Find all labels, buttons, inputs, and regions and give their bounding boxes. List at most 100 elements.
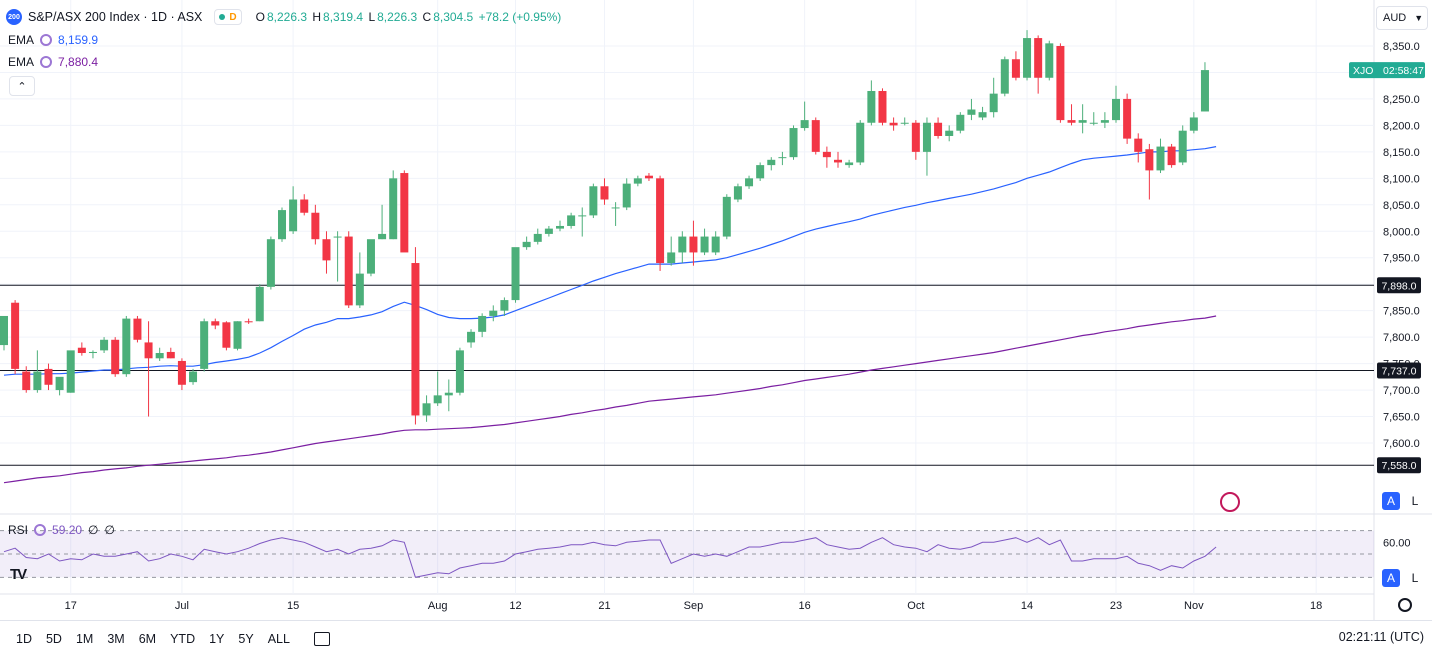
ema1-settings-icon[interactable] — [40, 34, 53, 46]
candle — [55, 376, 64, 396]
ema2-label: EMA — [8, 55, 35, 69]
symbol-title[interactable]: S&P/ASX 200 Index · 1D · ASX — [28, 10, 203, 24]
candle-body — [789, 128, 798, 158]
ema1-label: EMA — [8, 33, 35, 47]
candle — [333, 231, 342, 282]
timeframe-button-ytd[interactable]: YTD — [170, 631, 196, 646]
low-label: L — [368, 10, 376, 24]
ema1-row[interactable]: EMA 8,159.9 — [8, 33, 98, 47]
candle-body — [1000, 59, 1009, 94]
timeframe-button-6m[interactable]: 6M — [138, 631, 157, 646]
rsi-axis-tick: 60.00 — [1383, 537, 1411, 549]
currency-selector[interactable]: AUD ▼ — [1376, 6, 1428, 30]
candle-body — [22, 371, 31, 391]
price-axis-tick: 8,150.0 — [1383, 147, 1420, 159]
candle — [822, 146, 831, 168]
candle-body — [278, 210, 286, 240]
candle-body — [522, 241, 531, 248]
price-axis-tick: 8,050.0 — [1383, 200, 1420, 212]
candle-body — [211, 321, 220, 326]
rsi-settings-icon[interactable] — [34, 524, 47, 536]
candle-body — [567, 215, 576, 226]
candle — [300, 194, 309, 216]
time-axis-tick: 23 — [1110, 600, 1122, 612]
candle — [166, 347, 175, 359]
high-value: 8,319.4 — [323, 10, 364, 24]
price-axis-tick: 7,650.0 — [1383, 412, 1420, 424]
price-chart[interactable]: 8,350.08,300.08,250.08,200.08,150.08,100… — [0, 0, 1432, 620]
collapse-legend-button[interactable]: ⌃ — [9, 76, 35, 96]
candle — [289, 186, 298, 234]
time-axis-tick: 14 — [1021, 600, 1033, 612]
timeframe-button-1d[interactable]: 1D — [16, 631, 32, 646]
time-axis-tick: Oct — [907, 600, 924, 612]
candle — [511, 247, 520, 303]
timeframe-button-all[interactable]: ALL — [267, 631, 290, 646]
candle-body — [1167, 146, 1176, 166]
price-tag-symbol: XJO — [1353, 65, 1373, 77]
rsi-empty-1: ∅ — [88, 523, 99, 537]
candle-body — [733, 186, 742, 200]
bottom-toolbar: 1D 5D 1M 3M 6M YTD 1Y 5Y ALL 02:21:11 (UTC) — [0, 620, 1432, 656]
time-axis-tick: 15 — [287, 600, 299, 612]
ema2-settings-icon[interactable] — [40, 56, 53, 68]
timeframe-button-5d[interactable]: 5D — [45, 631, 62, 646]
lightning-icon[interactable] — [1220, 492, 1240, 512]
rsi-band — [0, 530, 1374, 578]
utc-clock[interactable]: 02:21:11 (UTC) — [1338, 630, 1424, 644]
candle — [756, 162, 765, 181]
candle — [1178, 125, 1187, 166]
candle — [1200, 62, 1209, 112]
rsi-log-scale-button[interactable]: L — [1406, 569, 1424, 587]
candle — [100, 337, 109, 354]
candle-body — [1045, 43, 1054, 78]
log-scale-button[interactable]: L — [1406, 492, 1424, 510]
candle — [177, 358, 186, 391]
candle-body — [133, 318, 142, 340]
candle-body — [122, 318, 131, 375]
candle — [366, 239, 375, 277]
candle — [455, 347, 464, 396]
candle-body — [978, 112, 987, 118]
candle — [789, 125, 798, 160]
candle-body — [1156, 146, 1165, 171]
candle — [845, 159, 854, 168]
candle — [778, 151, 787, 166]
timeframe-button-5y[interactable]: 5Y — [238, 631, 254, 646]
candle-body — [289, 199, 298, 232]
session-pill[interactable]: D — [214, 9, 242, 25]
candle — [911, 120, 920, 160]
ohlc-values: O 8,226.3 H 8,319.4 L 8,226.3 C 8,304.5 +78.… — [256, 10, 564, 24]
candle — [344, 231, 353, 309]
chart-settings-gear-icon[interactable] — [1398, 598, 1412, 612]
candle-body — [77, 347, 86, 354]
candle-body — [800, 120, 809, 129]
timeframe-button-3m[interactable]: 3M — [107, 631, 125, 646]
calendar-icon[interactable] — [313, 631, 330, 646]
price-axis-tick: 8,000.0 — [1383, 226, 1420, 238]
candle — [278, 207, 286, 242]
candle-body — [856, 122, 865, 163]
time-axis-tick: 12 — [509, 600, 521, 612]
market-status-dot — [219, 14, 226, 20]
rsi-legend[interactable]: RSI 59.20 ∅ ∅ — [8, 523, 115, 537]
candle — [956, 112, 965, 134]
price-tag-countdown: 02:58:47 — [1383, 65, 1424, 77]
candle — [922, 117, 931, 176]
candle — [1089, 112, 1098, 126]
timeframe-button-1y[interactable]: 1Y — [209, 631, 225, 646]
auto-scale-button[interactable]: A — [1382, 492, 1400, 510]
candle — [389, 170, 398, 240]
candle-body — [767, 159, 776, 166]
candle — [533, 228, 542, 245]
candle-body — [444, 392, 453, 396]
rsi-auto-scale-button[interactable]: A — [1382, 569, 1400, 587]
candle-body — [255, 286, 264, 322]
timeframe-buttons: 1D 5D 1M 3M 6M YTD 1Y 5Y ALL — [6, 632, 294, 646]
ema2-row[interactable]: EMA 7,880.4 — [8, 55, 98, 69]
price-axis-tick: 7,850.0 — [1383, 306, 1420, 318]
timeframe-button-1m[interactable]: 1M — [75, 631, 94, 646]
candle — [733, 183, 742, 203]
symbol-badge[interactable]: 200 — [6, 9, 22, 25]
tradingview-logo[interactable]: TV — [10, 566, 27, 583]
